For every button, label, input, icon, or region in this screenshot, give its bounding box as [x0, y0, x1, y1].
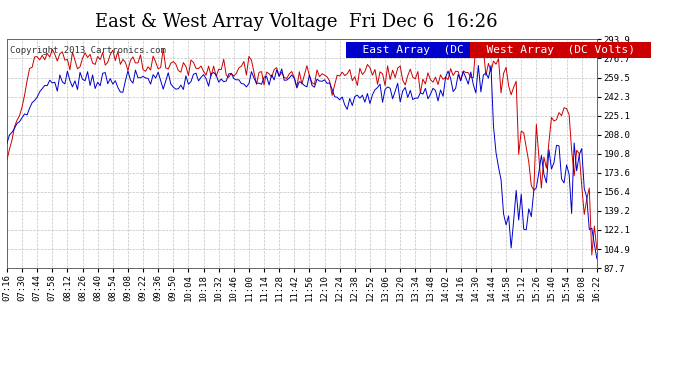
Text: East Array  (DC Volts): East Array (DC Volts): [349, 45, 524, 55]
Text: Copyright 2013 Cartronics.com: Copyright 2013 Cartronics.com: [10, 46, 166, 55]
Text: East & West Array Voltage  Fri Dec 6  16:26: East & West Array Voltage Fri Dec 6 16:2…: [95, 13, 498, 31]
Text: West Array  (DC Volts): West Array (DC Volts): [473, 45, 649, 55]
